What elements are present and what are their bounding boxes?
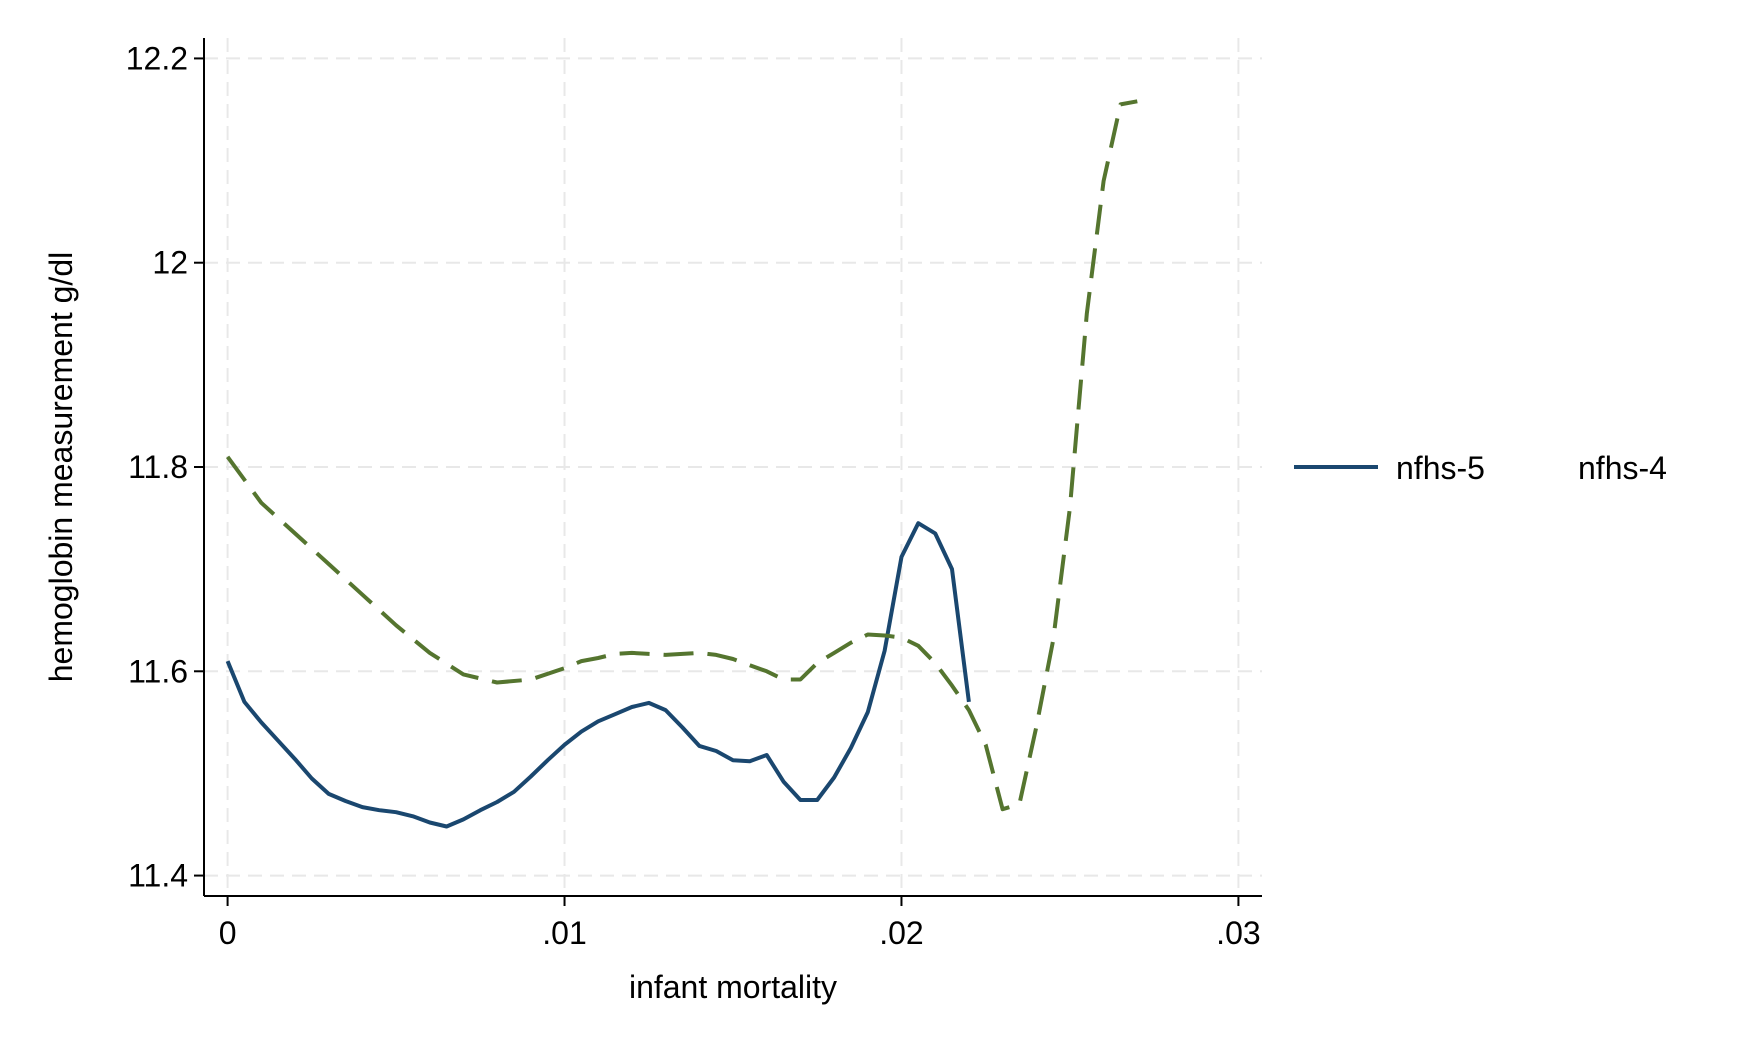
x-tick-label: 0 xyxy=(219,915,237,951)
legend-label-nfhs-4: nfhs-4 xyxy=(1578,450,1667,486)
x-tick-label: .02 xyxy=(879,915,923,951)
y-tick-label: 11.8 xyxy=(128,449,188,485)
x-tick-label: .01 xyxy=(542,915,586,951)
series-line-nfhs-5 xyxy=(225,521,971,829)
ticks: 11.4 11.6 11.8 12 12.2 0 .01 .02 .03 xyxy=(126,40,1261,951)
y-axis-title: hemoglobin measurement g/dl xyxy=(43,252,79,682)
y-tick-label: 12.2 xyxy=(126,40,188,76)
legend: nfhs-5 nfhs-4 xyxy=(1294,450,1667,486)
y-tick-label: 11.6 xyxy=(128,653,188,689)
series-lines xyxy=(225,99,1138,829)
x-axis-title: infant mortality xyxy=(629,969,837,1005)
x-tick-label: .03 xyxy=(1216,915,1260,951)
y-tick-label: 12 xyxy=(152,245,188,281)
y-tick-label: 11.4 xyxy=(128,858,188,894)
series-line-nfhs-4 xyxy=(225,99,1138,812)
grid xyxy=(204,38,1262,896)
legend-label-nfhs-5: nfhs-5 xyxy=(1396,450,1485,486)
